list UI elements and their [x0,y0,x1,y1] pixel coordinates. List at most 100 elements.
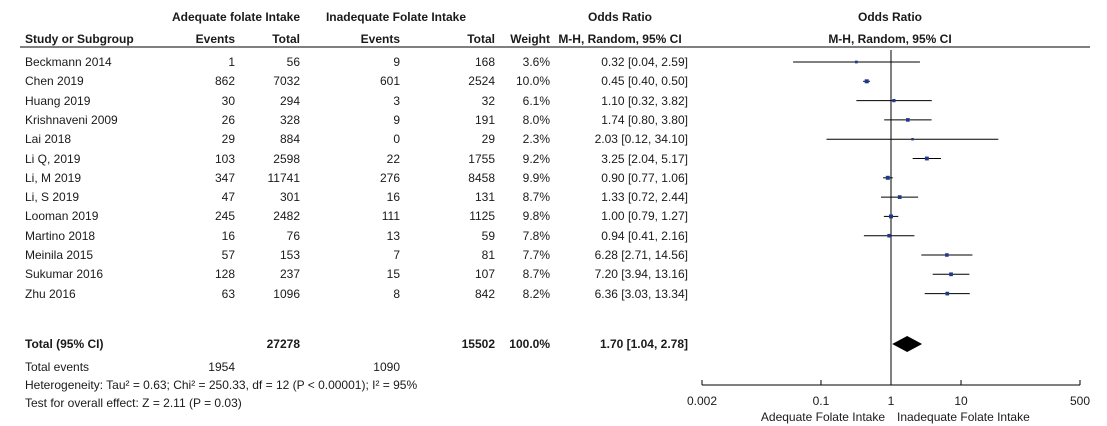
study-events2: 16 [386,190,400,205]
study-square [911,137,914,141]
total-t2: 15502 [461,337,495,351]
study-ci: 2.03 [0.12, 34.10] [594,132,688,147]
study-events1: 57 [221,248,235,262]
study-name: Sukumar 2016 [25,267,104,282]
pooled-diamond [892,336,923,352]
study-name: Chen 2019 [25,74,84,89]
study-square [897,195,902,199]
study-events1: 245 [214,209,235,224]
total-weight: 100.0% [509,337,550,351]
axis-right-label: Inadequate Folate Intake [897,410,1030,424]
col-weight-header: Weight [510,32,550,46]
study-weight: 8.7% [522,190,550,205]
study-events1: 16 [221,228,235,243]
col-total2-header: Total [467,32,495,46]
col-events2-header: Events [360,32,400,46]
study-events2: 0 [393,132,400,147]
study-total2: 32 [481,93,495,108]
or-title-header: Odds Ratio [587,10,652,24]
study-weight: 3.6% [522,55,550,69]
total-t1: 27278 [266,337,300,351]
study-square [945,291,950,296]
study-ci: 6.36 [3.03, 13.34] [594,286,688,301]
total-events-label: Total events [25,360,90,374]
study-square [889,214,893,219]
study-total1: 1096 [273,286,300,301]
x-tick-label: 0.002 [687,394,717,408]
study-events2: 15 [386,267,400,282]
study-events1: 30 [221,93,235,108]
study-weight: 8.2% [522,286,550,301]
study-total2: 1125 [469,209,495,224]
x-tick-label: 500 [1070,394,1090,408]
study-square [887,233,891,238]
study-total1: 2598 [273,151,300,166]
study-total2: 2524 [468,74,495,89]
study-total2: 842 [474,286,495,301]
heterogeneity-text: Heterogeneity: Tau² = 0.63; Chi² = 250.3… [25,378,418,392]
col-method-header: M-H, Random, 95% CI [558,32,682,46]
study-events1: 47 [221,190,235,205]
study-total2: 1755 [468,151,495,166]
x-tick-label: 0.1 [813,394,830,408]
study-total1: 328 [279,112,300,127]
overall-effect-text: Test for overall effect: Z = 2.11 (P = 0… [25,396,242,410]
study-square [885,175,890,180]
study-total1: 2482 [273,209,300,224]
study-square [945,253,949,257]
study-ci: 1.10 [0.32, 3.82] [601,93,688,108]
study-weight: 10.0% [515,74,550,89]
study-ci: 7.20 [3.94, 13.16] [594,267,688,282]
study-name: Zhu 2016 [25,286,76,301]
study-events2: 13 [386,228,400,243]
study-weight: 9.2% [522,151,550,166]
study-events1: 103 [214,151,235,166]
plot-method: M-H, Random, 95% CI [828,32,952,46]
total-label: Total (95% CI) [25,337,104,351]
study-total1: 884 [279,132,300,147]
study-total2: 107 [474,267,495,282]
study-ci: 6.28 [2.71, 14.56] [594,248,688,262]
study-events1: 128 [214,267,235,282]
col-events1-header: Events [195,32,235,46]
study-name: Li, M 2019 [25,170,82,185]
plot-title: Odds Ratio [857,10,922,24]
study-weight: 7.7% [522,248,550,262]
study-ci: 1.33 [0.72, 2.44] [601,190,688,205]
total-events-e2: 1090 [373,360,400,374]
study-total2: 59 [481,228,495,243]
study-name: Looman 2019 [25,209,99,224]
study-events2: 111 [381,209,400,224]
study-table: Beckmann 2014 1 56 9 168 3.6% 0.32 [0.04, 2.59… [25,55,688,301]
x-tick-label: 10 [954,394,968,408]
study-events1: 63 [221,286,235,301]
study-total1: 11741 [267,170,300,185]
study-square [854,60,858,64]
study-events2: 7 [393,248,400,262]
col-total1-header: Total [272,32,300,46]
study-weight: 8.7% [522,267,550,282]
study-weight: 9.9% [522,170,550,185]
study-square [892,98,896,103]
study-total1: 56 [286,55,300,69]
study-total2: 191 [474,112,495,127]
total-events-e1: 1954 [208,360,235,374]
study-events1: 29 [221,132,235,147]
study-name: Martino 2018 [25,228,96,243]
study-ci: 0.45 [0.40, 0.50] [601,74,688,89]
study-weight: 6.1% [522,93,550,108]
study-total2: 131 [474,190,495,205]
study-name: Huang 2019 [25,93,91,108]
study-name: Lai 2018 [25,132,72,147]
study-events2: 8 [393,286,400,301]
study-weight: 8.0% [522,112,550,127]
study-total2: 8458 [468,170,495,185]
study-total2: 81 [481,248,495,262]
study-weight: 2.3% [522,132,550,147]
study-name: Krishnaveni 2009 [25,112,118,127]
study-square [949,272,953,277]
study-total1: 301 [279,190,300,205]
study-square [924,156,929,161]
study-events2: 9 [393,55,400,69]
